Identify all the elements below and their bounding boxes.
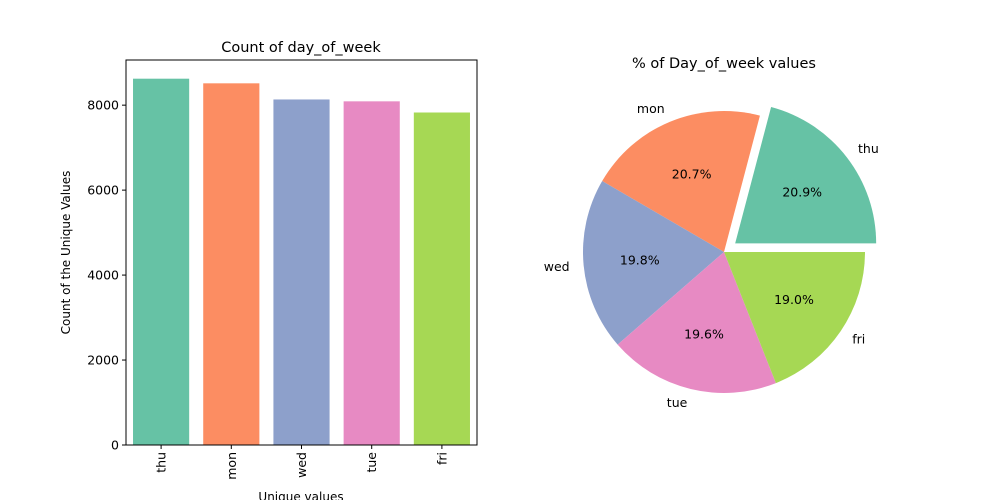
pie-label: wed bbox=[544, 259, 570, 274]
bar-fri bbox=[413, 112, 470, 445]
bar-chart-title: Count of day_of_week bbox=[221, 40, 381, 56]
bar-x-tick-label: tue bbox=[364, 452, 379, 473]
bar-y-tick-label: 8000 bbox=[87, 98, 119, 113]
pie-percent-label: 19.8% bbox=[620, 252, 660, 267]
bar-tue bbox=[343, 101, 400, 446]
bar-x-tick-label: mon bbox=[224, 452, 239, 480]
pie-label: thu bbox=[858, 141, 879, 156]
pie-slice-fri bbox=[724, 252, 865, 384]
pie-percent-label: 19.6% bbox=[684, 327, 724, 342]
bar-plot-area: 0 2000 4000 6000 8000 thu mon wed tue fri bbox=[87, 78, 470, 480]
pie-plot-area: thu 20.9% mon 20.7% wed 19.8% tue 19.6% fri 19.0% bbox=[544, 101, 879, 410]
pie-label: mon bbox=[637, 101, 665, 116]
bar-x-tick-label: thu bbox=[154, 452, 169, 473]
bar-plot-frame bbox=[125, 59, 478, 446]
bar-y-tick-label: 4000 bbox=[87, 268, 119, 283]
bar-y-tick-label: 6000 bbox=[87, 183, 119, 198]
bar-y-tick-label: 2000 bbox=[87, 353, 119, 368]
pie-chart-title: % of Day_of_week values bbox=[632, 56, 816, 72]
bar-x-tick-label: fri bbox=[434, 452, 449, 465]
pie-label: fri bbox=[852, 332, 865, 347]
pie-percent-label: 20.9% bbox=[782, 184, 822, 199]
pie-slice-mon bbox=[602, 111, 760, 252]
pie-slice-thu bbox=[735, 107, 877, 244]
pie-percent-label: 20.7% bbox=[672, 166, 712, 181]
bar-mon bbox=[203, 83, 260, 445]
bar-x-tick-label: wed bbox=[294, 452, 309, 478]
pie-slice-wed bbox=[583, 180, 724, 345]
pie-slice-tue bbox=[617, 252, 776, 393]
bar-wed bbox=[273, 99, 330, 446]
pie-chart: % of Day_of_week values thu 20.9% mon 20.7%… bbox=[544, 56, 879, 410]
bar-thu bbox=[133, 78, 190, 446]
pie-percent-label: 19.0% bbox=[774, 292, 814, 307]
bar-x-axis-label: Unique values bbox=[258, 490, 343, 500]
bar-y-axis-label: Count of the Unique Values bbox=[59, 171, 73, 335]
bar-y-tick-label: 0 bbox=[111, 438, 119, 453]
pie-label: tue bbox=[667, 395, 688, 410]
bar-chart: Count of day_of_week 0 2000 4000 6000 8000 th… bbox=[59, 40, 478, 500]
